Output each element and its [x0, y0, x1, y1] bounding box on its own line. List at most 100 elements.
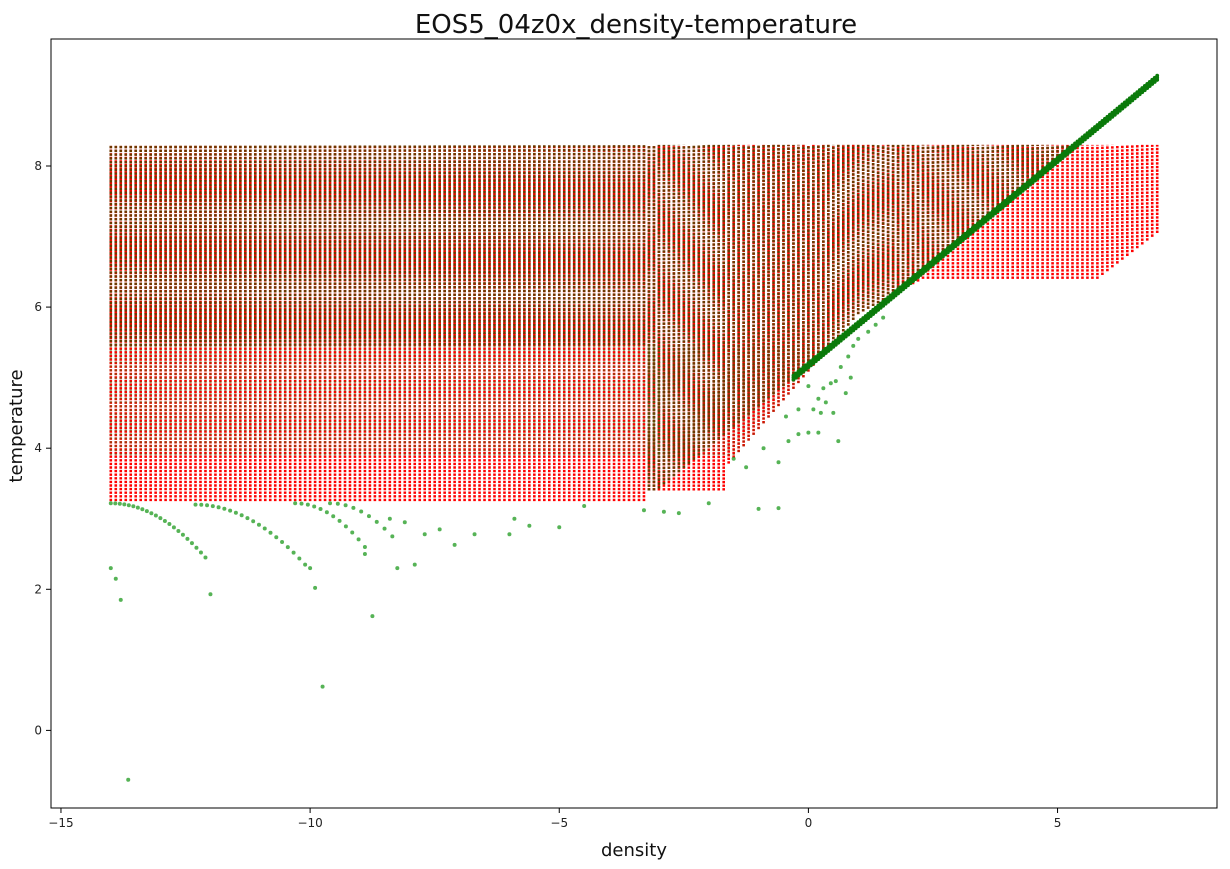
- sample-point: [331, 514, 336, 519]
- sample-point: [851, 343, 856, 348]
- y-tick-label: 0: [34, 723, 42, 737]
- sample-point: [776, 506, 781, 511]
- sample-point: [245, 516, 250, 521]
- sample-point: [167, 522, 172, 527]
- sample-point: [452, 542, 457, 547]
- sample-point: [199, 502, 204, 507]
- sample-point: [303, 562, 308, 567]
- sample-point: [818, 410, 823, 415]
- sample-point: [256, 522, 261, 527]
- sample-point: [193, 502, 198, 507]
- sample-point: [113, 576, 118, 581]
- sample-point: [293, 501, 298, 506]
- sample-point: [251, 519, 256, 524]
- y-tick-label: 6: [34, 300, 42, 314]
- sample-point: [756, 506, 761, 511]
- sample-point: [108, 566, 113, 571]
- sample-point: [180, 532, 185, 537]
- sample-point: [222, 506, 227, 511]
- sample-point: [228, 508, 233, 513]
- sample-point: [846, 354, 851, 359]
- sample-point: [402, 520, 407, 525]
- sample-point: [806, 384, 811, 389]
- sample-point: [176, 528, 181, 533]
- sample-point: [806, 430, 811, 435]
- sample-point: [527, 523, 532, 528]
- sample-point: [189, 541, 194, 546]
- sample-point: [239, 513, 244, 518]
- sample-point: [395, 566, 400, 571]
- sample-point: [312, 504, 317, 509]
- sample-point: [848, 375, 853, 380]
- sample-point: [412, 562, 417, 567]
- sample-point: [359, 509, 364, 514]
- sample-point: [1155, 73, 1160, 78]
- sample-point: [356, 537, 361, 542]
- sample-point: [437, 527, 442, 532]
- x-tick-label: −5: [550, 816, 568, 830]
- sample-point: [153, 513, 158, 518]
- sample-point: [661, 509, 666, 514]
- sample-point: [262, 526, 267, 531]
- sample-point: [126, 777, 131, 782]
- sample-point: [873, 322, 878, 327]
- x-tick-label: −15: [48, 816, 73, 830]
- sample-point: [274, 535, 279, 540]
- sample-point: [512, 516, 517, 521]
- sample-point: [113, 501, 118, 506]
- x-tick-label: 0: [805, 816, 813, 830]
- dense-point-layer: [109, 144, 1159, 502]
- sample-point: [297, 556, 302, 561]
- sample-point: [731, 456, 736, 461]
- sample-point: [776, 460, 781, 465]
- sample-point: [362, 544, 367, 549]
- sample-point: [185, 536, 190, 541]
- sample-point: [881, 315, 886, 320]
- y-axis-label: temperature: [6, 369, 27, 482]
- x-axis: −15 −10 −5 0 5: [48, 808, 1061, 830]
- sample-point: [198, 550, 203, 555]
- sample-point: [291, 550, 296, 555]
- sample-point: [194, 545, 199, 550]
- sample-point: [816, 430, 821, 435]
- sample-point: [362, 552, 367, 557]
- sample-point: [387, 516, 392, 521]
- sample-point: [582, 504, 587, 509]
- sample-point: [823, 400, 828, 405]
- sample-point: [126, 503, 131, 508]
- sample-point: [351, 505, 356, 510]
- sample-point: [374, 519, 379, 524]
- sample-point: [318, 507, 323, 512]
- sample-point: [557, 525, 562, 530]
- sample-point: [811, 407, 816, 412]
- sample-point: [706, 501, 711, 506]
- sample-point: [299, 501, 304, 506]
- sample-point: [268, 530, 273, 535]
- sample-point: [370, 614, 375, 619]
- y-tick-label: 8: [34, 159, 42, 173]
- sample-point: [833, 379, 838, 384]
- sample-point: [135, 505, 140, 510]
- sample-point: [856, 336, 861, 341]
- sample-point: [350, 530, 355, 535]
- y-axis: 0 2 4 6 8: [34, 159, 51, 737]
- sample-point: [308, 566, 313, 571]
- sample-point: [171, 525, 176, 530]
- sample-point: [324, 510, 329, 515]
- sample-point: [320, 684, 325, 689]
- chart-title: EOS5_04z0x_density-temperature: [415, 10, 857, 40]
- sample-point: [208, 592, 213, 597]
- sample-point: [149, 511, 154, 516]
- sample-point: [144, 509, 149, 514]
- sample-point: [796, 432, 801, 437]
- sample-point: [328, 501, 333, 506]
- sample-point: [210, 504, 215, 509]
- sample-point: [816, 396, 821, 401]
- sample-point: [280, 540, 285, 545]
- sample-point: [343, 503, 348, 508]
- sample-point: [162, 518, 167, 523]
- sample-point: [831, 410, 836, 415]
- sample-point: [843, 391, 848, 396]
- sample-point: [205, 503, 210, 508]
